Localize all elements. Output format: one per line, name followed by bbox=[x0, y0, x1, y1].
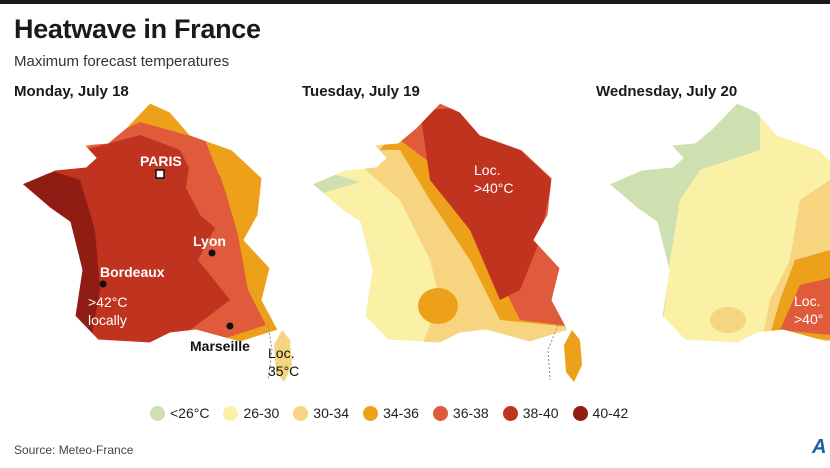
top-rule bbox=[0, 0, 830, 4]
legend-swatch bbox=[432, 405, 448, 421]
day-label-tuesday: Tuesday, July 19 bbox=[302, 83, 420, 100]
legend-swatch bbox=[572, 405, 588, 421]
legend-swatch bbox=[293, 405, 309, 421]
label-tuesday-loc: Loc. bbox=[474, 162, 501, 178]
label-paris: PARIS bbox=[140, 153, 182, 169]
legend-label: 30-34 bbox=[313, 405, 350, 421]
legend-item: 26-30 bbox=[223, 405, 279, 421]
map-tuesday bbox=[311, 102, 582, 382]
france-outline-tuesday bbox=[311, 102, 569, 344]
label-wednesday-value: >40° bbox=[794, 311, 824, 327]
label-monday-local-value: >42°C bbox=[88, 294, 128, 310]
legend-swatch bbox=[363, 405, 379, 421]
label-bordeaux: Bordeaux bbox=[100, 264, 165, 280]
legend-label: 34-36 bbox=[383, 405, 419, 421]
france-outline-wednesday bbox=[608, 102, 830, 344]
label-wednesday-loc: Loc. bbox=[794, 293, 821, 309]
label-marseille: Marseille bbox=[190, 338, 250, 354]
day-label-monday: Monday, July 18 bbox=[14, 83, 129, 100]
legend-swatch bbox=[223, 405, 239, 421]
label-monday-corsica-value: 35°C bbox=[268, 363, 300, 379]
legend-item: <26°C bbox=[150, 405, 209, 421]
zone-36-38-east bbox=[186, 160, 232, 232]
zone-34-36-south bbox=[418, 288, 458, 324]
corsica-inset-line bbox=[267, 324, 273, 381]
zone-38-40 bbox=[420, 108, 552, 300]
legend-label: 26-30 bbox=[243, 405, 280, 421]
corsica-inset-line-tuesday bbox=[547, 324, 559, 381]
label-monday-corsica-loc: Loc. bbox=[268, 345, 295, 361]
forecast-maps bbox=[21, 102, 830, 382]
legend-item: 40-42 bbox=[572, 405, 629, 421]
bordeaux-marker bbox=[99, 280, 107, 288]
zone-30-34-south bbox=[710, 307, 746, 333]
afp-logo: A bbox=[812, 436, 827, 458]
legend-label: 40-42 bbox=[592, 405, 629, 421]
day-label-wednesday: Wednesday, July 20 bbox=[596, 83, 738, 100]
legend-label: 38-40 bbox=[522, 405, 559, 421]
legend-swatch bbox=[502, 405, 518, 421]
label-lyon: Lyon bbox=[193, 233, 226, 249]
legend-label: <26°C bbox=[170, 405, 210, 421]
legend-item: 38-40 bbox=[502, 405, 559, 421]
label-tuesday-value: >40°C bbox=[474, 180, 514, 196]
temperature-legend: <26°C 26-30 30-34 34-36 36-38 38-40 40-4… bbox=[150, 405, 642, 421]
lyon-marker bbox=[208, 249, 216, 257]
legend-item: 30-34 bbox=[293, 405, 349, 421]
corsica-tuesday bbox=[564, 330, 582, 382]
source-note: Source: Meteo-France bbox=[14, 443, 134, 457]
marseille-marker bbox=[226, 322, 234, 330]
chart-subtitle: Maximum forecast temperatures bbox=[14, 53, 230, 70]
france-outline-monday bbox=[21, 102, 279, 344]
corsica-monday bbox=[274, 330, 292, 382]
zone-36-38 bbox=[780, 278, 830, 335]
map-monday bbox=[21, 102, 292, 382]
legend-item: 34-36 bbox=[363, 405, 419, 421]
legend-swatch bbox=[150, 405, 165, 421]
paris-marker bbox=[155, 169, 165, 179]
legend-label: 36-38 bbox=[452, 405, 489, 421]
label-monday-local-note: locally bbox=[88, 312, 127, 328]
legend-item: 36-38 bbox=[432, 405, 489, 421]
chart-title: Heatwave in France bbox=[14, 14, 261, 44]
